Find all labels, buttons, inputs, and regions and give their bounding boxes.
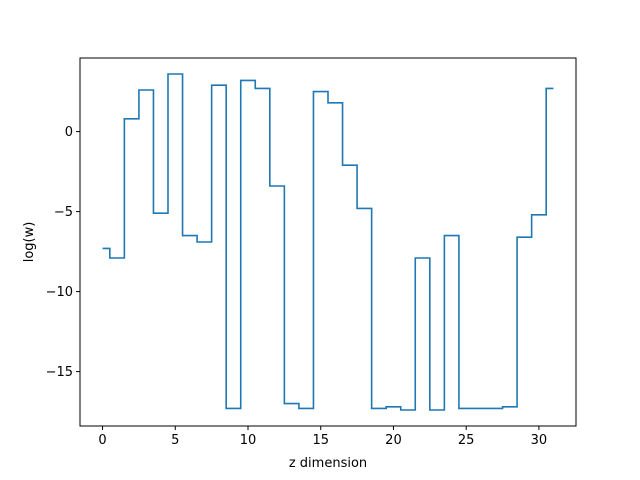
x-tick-label: 0 (98, 433, 106, 448)
y-tick-label: −10 (46, 285, 73, 300)
x-tick-label: 10 (240, 433, 257, 448)
series-layer (102, 73, 554, 411)
ticks-layer: 0 5 10 15 20 25 30 −15 −10 −5 0 (46, 125, 548, 448)
x-tick-label: 30 (531, 433, 548, 448)
y-tick-label: 0 (65, 125, 73, 140)
series-line (102, 73, 554, 411)
x-tick-label: 5 (171, 433, 179, 448)
x-tick-label: 25 (458, 433, 475, 448)
x-tick-label: 15 (312, 433, 329, 448)
x-tick-label: 20 (385, 433, 402, 448)
plot-frame (79, 57, 577, 427)
x-axis-label: z dimension (289, 456, 367, 471)
y-tick-label: −15 (46, 365, 73, 380)
y-tick-label: −5 (54, 205, 73, 220)
y-axis-label: log(w) (22, 222, 37, 263)
